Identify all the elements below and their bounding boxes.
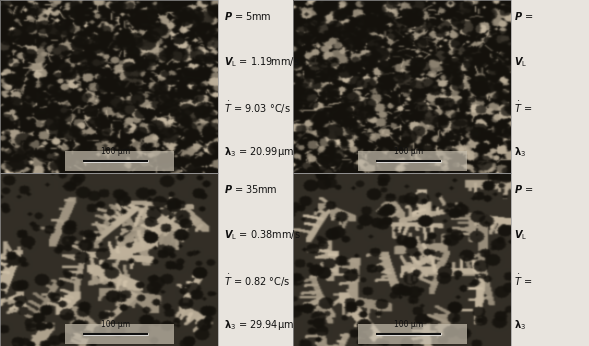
Text: $\boldsymbol{P}$ =: $\boldsymbol{P}$ = — [514, 183, 533, 195]
Bar — [293, 0, 511, 173]
Text: $\boldsymbol{\dot{T}}$ = 0.82 °C/s: $\boldsymbol{\dot{T}}$ = 0.82 °C/s — [224, 273, 290, 290]
Text: $\boldsymbol{P}$ = 35mm: $\boldsymbol{P}$ = 35mm — [224, 183, 277, 195]
Text: 100 μm: 100 μm — [393, 147, 423, 156]
Text: $\boldsymbol{V}_{\rm L}$: $\boldsymbol{V}_{\rm L}$ — [514, 228, 527, 242]
Bar — [0, 0, 218, 173]
Text: $\boldsymbol{V}_{\rm L}$ = 0.38mm/s: $\boldsymbol{V}_{\rm L}$ = 0.38mm/s — [224, 228, 300, 242]
Text: $\boldsymbol{\dot{T}}$ =: $\boldsymbol{\dot{T}}$ = — [514, 273, 532, 289]
Text: 100 μm: 100 μm — [101, 320, 130, 329]
Text: $\boldsymbol{P}$ = 5mm: $\boldsymbol{P}$ = 5mm — [224, 10, 272, 22]
Text: $\boldsymbol{V}_{\rm L}$ = 1.19mm/s: $\boldsymbol{V}_{\rm L}$ = 1.19mm/s — [224, 55, 300, 69]
Text: $\boldsymbol{P}$ =: $\boldsymbol{P}$ = — [514, 10, 533, 22]
Text: $\boldsymbol{\dot{T}}$ =: $\boldsymbol{\dot{T}}$ = — [514, 100, 532, 116]
Bar — [358, 151, 467, 171]
Bar — [0, 173, 218, 346]
Text: 100 μm: 100 μm — [101, 147, 130, 156]
Bar — [65, 324, 174, 344]
Bar — [358, 324, 467, 344]
Text: $\boldsymbol{V}_{\rm L}$: $\boldsymbol{V}_{\rm L}$ — [514, 55, 527, 69]
Text: $\boldsymbol{\lambda}_{\rm 3}$ = 20.99μm: $\boldsymbol{\lambda}_{\rm 3}$ = 20.99μm — [224, 145, 294, 159]
Text: $\boldsymbol{\lambda}_{\rm 3}$ = 29.94μm: $\boldsymbol{\lambda}_{\rm 3}$ = 29.94μm — [224, 318, 294, 332]
Text: $\boldsymbol{\lambda}_{\rm 3}$: $\boldsymbol{\lambda}_{\rm 3}$ — [514, 318, 525, 332]
Text: $\boldsymbol{\dot{T}}$ = 9.03 °C/s: $\boldsymbol{\dot{T}}$ = 9.03 °C/s — [224, 100, 290, 117]
Text: $\boldsymbol{\lambda}_{\rm 3}$: $\boldsymbol{\lambda}_{\rm 3}$ — [514, 145, 525, 159]
Bar — [65, 151, 174, 171]
Text: 100 μm: 100 μm — [393, 320, 423, 329]
Bar — [293, 173, 511, 346]
